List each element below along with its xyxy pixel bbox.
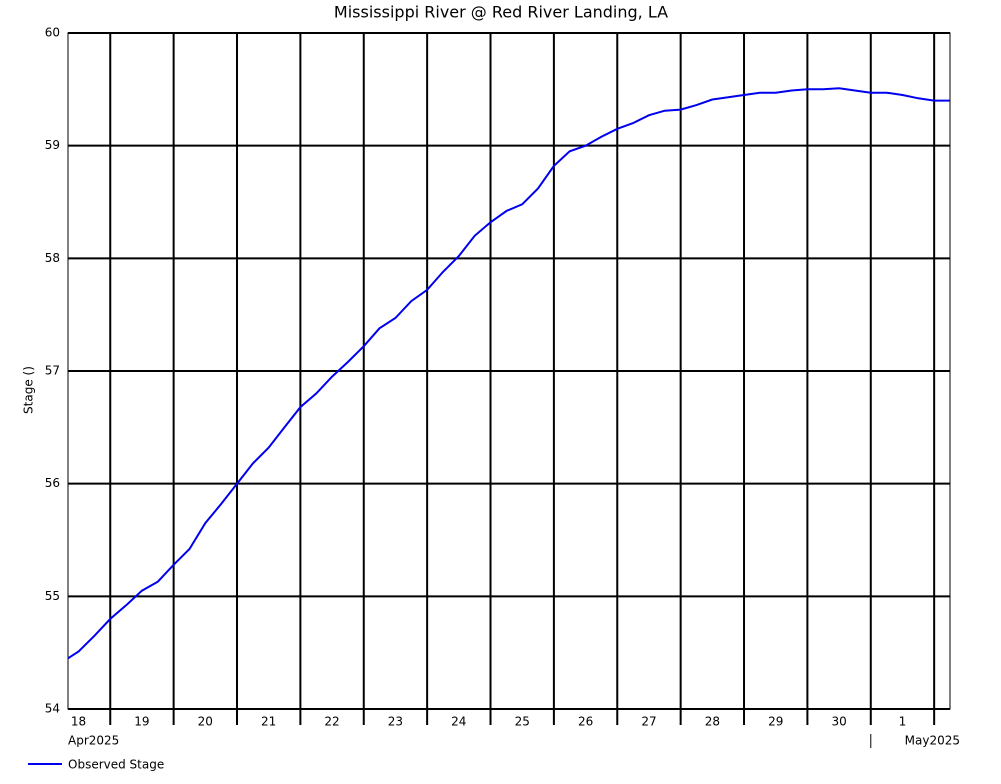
data-line: [67, 87, 950, 660]
month-label: May2025: [905, 734, 960, 748]
chart-title: Mississippi River @ Red River Landing, L…: [334, 3, 668, 22]
y-tick-label: 57: [45, 364, 60, 378]
x-tick-label: 28: [705, 715, 720, 729]
x-tick-label: 19: [134, 715, 149, 729]
x-tick-label: 21: [261, 715, 276, 729]
y-tick-label: 54: [45, 702, 60, 716]
x-tick-label: 26: [578, 715, 593, 729]
x-tick-label: 1: [899, 715, 907, 729]
y-tick-label: 60: [45, 26, 60, 40]
x-tick-label: 27: [641, 715, 656, 729]
y-tick-label: 58: [45, 251, 60, 265]
x-tick-label: 22: [324, 715, 339, 729]
x-tick-label: 20: [198, 715, 213, 729]
y-axis-label: Stage (): [22, 366, 36, 414]
y-tick-label: 56: [45, 476, 60, 490]
y-tick-label: 55: [45, 589, 60, 603]
x-tick-label: 25: [515, 715, 530, 729]
legend-label: Observed Stage: [68, 758, 164, 772]
x-tick-label: 18: [71, 715, 86, 729]
x-tick-label: 24: [451, 715, 466, 729]
month-label: Apr2025: [68, 734, 119, 748]
x-tick-label: 30: [831, 715, 846, 729]
x-tick-label: 23: [388, 715, 403, 729]
x-tick-label: 29: [768, 715, 783, 729]
y-tick-label: 59: [45, 138, 60, 152]
